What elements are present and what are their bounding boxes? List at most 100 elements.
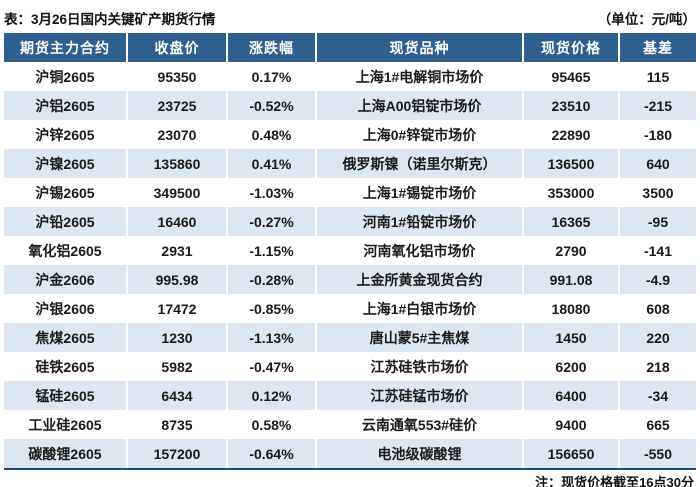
table-row: 工业硅2605 8735 0.58% 云南通氧553#硅价 9400 665 <box>4 410 696 439</box>
change-pct-cell: -0.47% <box>228 352 317 381</box>
spot-name-cell: 电池级碳酸锂 <box>317 439 524 468</box>
spot-name-cell: 江苏硅铁市场价 <box>317 352 524 381</box>
spot-name-cell: 云南通氧553#硅价 <box>317 410 524 439</box>
change-pct-cell: 0.48% <box>228 120 317 149</box>
spot-price-cell: 6400 <box>524 381 620 410</box>
contract-cell: 沪铝2605 <box>4 91 128 120</box>
change-pct-cell: -0.52% <box>228 91 317 120</box>
spot-price-cell: 991.08 <box>524 265 620 294</box>
contract-cell: 沪铜2605 <box>4 62 128 91</box>
table-row: 沪锡2605 349500 -1.03% 上海1#锡锭市场价 353000 3500 <box>4 178 696 207</box>
table-row: 沪锌2605 23070 0.48% 上海0#锌锭市场价 22890 -180 <box>4 120 696 149</box>
col-header-spot-name: 现货品种 <box>317 33 524 62</box>
spot-name-cell: 上海1#锡锭市场价 <box>317 178 524 207</box>
close-price-cell: 95350 <box>128 62 228 91</box>
spot-price-cell: 23510 <box>524 91 620 120</box>
close-price-cell: 1230 <box>128 323 228 352</box>
basis-cell: -180 <box>620 120 696 149</box>
change-pct-cell: -1.13% <box>228 323 317 352</box>
spot-price-cell: 1450 <box>524 323 620 352</box>
table-row: 沪金2606 995.98 -0.28% 上金所黄金现货合约 991.08 -4.9 <box>4 265 696 294</box>
spot-price-cell: 156650 <box>524 439 620 468</box>
change-pct-cell: 0.58% <box>228 410 317 439</box>
spot-price-cell: 136500 <box>524 149 620 178</box>
basis-cell: -4.9 <box>620 265 696 294</box>
table-row: 沪铝2605 23725 -0.52% 上海A00铝锭市场价 23510 -215 <box>4 91 696 120</box>
table-row: 沪镍2605 135860 0.41% 俄罗斯镍（诺里尔斯克） 136500 640 <box>4 149 696 178</box>
spot-name-cell: 唐山蒙5#主焦煤 <box>317 323 524 352</box>
spot-price-cell: 6200 <box>524 352 620 381</box>
close-price-cell: 23070 <box>128 120 228 149</box>
col-header-close-price: 收盘价 <box>128 33 228 62</box>
spot-name-cell: 上海1#电解铜市场价 <box>317 62 524 91</box>
spot-price-cell: 9400 <box>524 410 620 439</box>
contract-cell: 硅铁2605 <box>4 352 128 381</box>
change-pct-cell: -1.15% <box>228 236 317 265</box>
col-header-spot-price: 现货价格 <box>524 33 620 62</box>
contract-cell: 碳酸锂2605 <box>4 439 128 468</box>
change-pct-cell: 0.12% <box>228 381 317 410</box>
close-price-cell: 16460 <box>128 207 228 236</box>
spot-name-cell: 上海1#白银市场价 <box>317 294 524 323</box>
contract-cell: 沪金2606 <box>4 265 128 294</box>
basis-cell: 665 <box>620 410 696 439</box>
close-price-cell: 5982 <box>128 352 228 381</box>
contract-cell: 沪镍2605 <box>4 149 128 178</box>
basis-cell: 218 <box>620 352 696 381</box>
spot-price-cell: 16365 <box>524 207 620 236</box>
spot-name-cell: 俄罗斯镍（诺里尔斯克） <box>317 149 524 178</box>
close-price-cell: 2931 <box>128 236 228 265</box>
change-pct-cell: -0.85% <box>228 294 317 323</box>
table-row: 碳酸锂2605 157200 -0.64% 电池级碳酸锂 156650 -550 <box>4 439 696 468</box>
page-title: 表：3月26日国内关键矿产期货行情 <box>4 12 216 27</box>
close-price-cell: 17472 <box>128 294 228 323</box>
table-row: 沪铅2605 16460 -0.27% 河南1#铅锭市场价 16365 -95 <box>4 207 696 236</box>
change-pct-cell: 0.41% <box>228 149 317 178</box>
spot-name-cell: 河南1#铅锭市场价 <box>317 207 524 236</box>
basis-cell: 220 <box>620 323 696 352</box>
contract-cell: 氧化铝2605 <box>4 236 128 265</box>
spot-price-cell: 22890 <box>524 120 620 149</box>
unit-label: （单位：元/吨） <box>597 12 696 27</box>
basis-cell: -95 <box>620 207 696 236</box>
basis-cell: 608 <box>620 294 696 323</box>
table-row: 焦煤2605 1230 -1.13% 唐山蒙5#主焦煤 1450 220 <box>4 323 696 352</box>
close-price-cell: 6434 <box>128 381 228 410</box>
basis-cell: 115 <box>620 62 696 91</box>
table-row: 锰硅2605 6434 0.12% 江苏硅锰市场价 6400 -34 <box>4 381 696 410</box>
table-row: 沪铜2605 95350 0.17% 上海1#电解铜市场价 95465 115 <box>4 62 696 91</box>
basis-cell: -550 <box>620 439 696 468</box>
spot-name-cell: 江苏硅锰市场价 <box>317 381 524 410</box>
futures-spot-table: 期货主力合约 收盘价 涨跌幅 现货品种 现货价格 基差 沪铜2605 95350 0… <box>4 33 696 470</box>
spot-price-cell: 95465 <box>524 62 620 91</box>
col-header-change-pct: 涨跌幅 <box>228 33 317 62</box>
col-header-contract: 期货主力合约 <box>4 33 128 62</box>
basis-cell: -34 <box>620 381 696 410</box>
contract-cell: 沪锌2605 <box>4 120 128 149</box>
basis-cell: 3500 <box>620 178 696 207</box>
close-price-cell: 157200 <box>128 439 228 468</box>
close-price-cell: 23725 <box>128 91 228 120</box>
spot-price-cell: 18080 <box>524 294 620 323</box>
basis-cell: 640 <box>620 149 696 178</box>
title-bar: 表：3月26日国内关键矿产期货行情 （单位：元/吨） <box>0 0 700 33</box>
close-price-cell: 349500 <box>128 178 228 207</box>
contract-cell: 锰硅2605 <box>4 381 128 410</box>
footnote: 注：现货价格截至16点30分 <box>535 475 694 487</box>
basis-cell: -141 <box>620 236 696 265</box>
change-pct-cell: 0.17% <box>228 62 317 91</box>
contract-cell: 焦煤2605 <box>4 323 128 352</box>
spot-name-cell: 上金所黄金现货合约 <box>317 265 524 294</box>
contract-cell: 沪银2606 <box>4 294 128 323</box>
contract-cell: 工业硅2605 <box>4 410 128 439</box>
table-row: 氧化铝2605 2931 -1.15% 河南氧化铝市场价 2790 -141 <box>4 236 696 265</box>
change-pct-cell: -0.28% <box>228 265 317 294</box>
change-pct-cell: -1.03% <box>228 178 317 207</box>
close-price-cell: 995.98 <box>128 265 228 294</box>
change-pct-cell: -0.64% <box>228 439 317 468</box>
basis-cell: -215 <box>620 91 696 120</box>
table-body: 沪铜2605 95350 0.17% 上海1#电解铜市场价 95465 115 沪铝2605… <box>4 62 696 468</box>
header-row: 期货主力合约 收盘价 涨跌幅 现货品种 现货价格 基差 <box>4 33 696 62</box>
spot-name-cell: 上海A00铝锭市场价 <box>317 91 524 120</box>
